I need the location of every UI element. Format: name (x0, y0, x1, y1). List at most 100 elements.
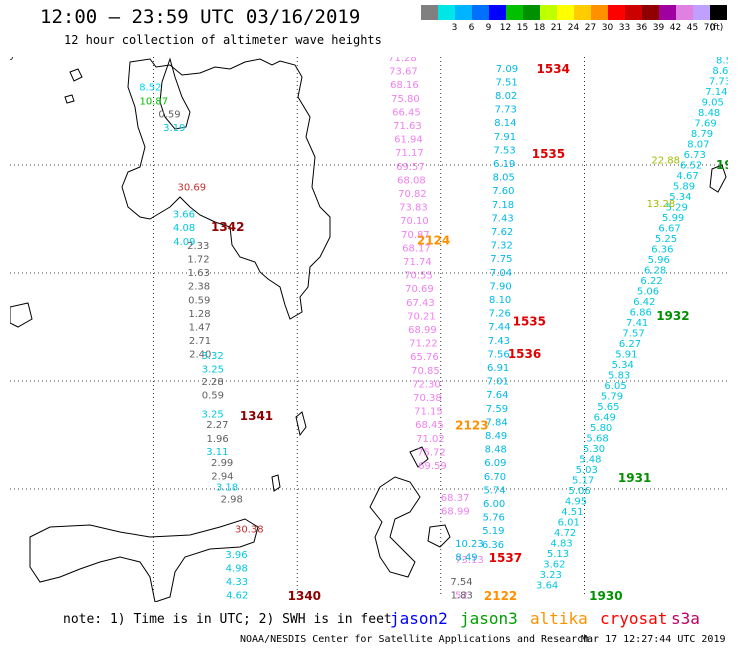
legend-swatch (540, 5, 557, 20)
wave-height-value: 6.27 (619, 339, 641, 350)
wave-height-value: 7.60 (492, 186, 514, 197)
wave-height-map: 0246810120123126129132135 8.52 10.87 0.59 3… (10, 57, 728, 602)
pass-time-label: 1537 (489, 551, 522, 565)
wave-height-value: 2.27 (206, 420, 228, 431)
track-west-main-f: 2.27 1.96 (206, 420, 229, 445)
satellite-label-jason2: jason2 (390, 609, 448, 628)
wave-height-value: 71.22 (409, 339, 438, 350)
wave-height-value: 5.19 (482, 526, 504, 537)
pass-time-label: 1536 (508, 347, 541, 361)
track-pink-track-b: 68.37 68.99 (441, 493, 470, 518)
wave-height-value: 2.28 (201, 377, 223, 388)
wave-height-value: 7.01 (487, 377, 509, 388)
legend-swatch (676, 5, 693, 20)
track-west-main-g: 3.11 (206, 447, 228, 458)
pass-time-label: 19 (716, 158, 728, 172)
wave-height-value: 10.23 (455, 539, 484, 550)
legend-tick-label: 30 (601, 23, 614, 33)
track-pink-track-d: 52 (455, 590, 468, 601)
satellite-label-altika: altika (530, 609, 588, 628)
footer-note: note: 1) Time is in UTC; 2) SWH is in fe… (63, 612, 392, 627)
legend-swatch (693, 5, 710, 20)
track-west-main-i: 3.18 (216, 482, 238, 493)
wave-height-value: 7.69 (694, 119, 716, 130)
wave-height-value: 6.22 (640, 276, 662, 287)
track-west-main-c: 3.32 3.25 (201, 351, 224, 376)
legend-swatch (591, 5, 608, 20)
page-subtitle: 12 hour collection of altimeter wave hei… (64, 33, 382, 47)
footer-credit: NOAA/NESDIS Center for Satellite Applica… (240, 634, 590, 645)
wave-height-value: 3.18 (216, 482, 238, 493)
wave-height-value: 75.72 (417, 447, 446, 458)
wave-height-value: 1.63 (188, 268, 210, 279)
footer-timestamp: Mar 17 12:27:44 UTC 2019 (581, 634, 726, 645)
wave-height-value: 2.98 (221, 495, 243, 506)
coastline-palau (709, 164, 727, 193)
wave-height-value: 8.48 (698, 108, 720, 119)
wave-height-value: 22.88 (651, 156, 680, 167)
pass-time-label: 2123 (455, 418, 488, 432)
legend-swatch (506, 5, 523, 20)
wave-height-value: 7.32 (491, 241, 513, 252)
wave-height-value: 7.90 (489, 281, 511, 292)
wave-height-value: 8.49 (485, 431, 507, 442)
legend-tick-label: 6 (468, 23, 475, 33)
pass-time-label: 1930 (589, 589, 622, 602)
wave-height-value: 8.49 (455, 553, 477, 564)
wave-height-value: 5.25 (655, 234, 677, 245)
wave-height-value: 1.47 (189, 323, 211, 334)
wave-height-value: 2.94 (211, 472, 233, 483)
pass-time-label: 2122 (484, 589, 517, 602)
wave-height-value: 7.73 (495, 105, 517, 116)
wave-height-value: 5.29 (666, 203, 688, 214)
wave-height-value: 8.07 (687, 140, 709, 151)
track-cryosat-b: 30.38 (235, 524, 264, 535)
wave-height-value: 7.57 (622, 329, 644, 340)
wave-height-value: 1.83 (451, 590, 473, 601)
wave-height-value: 71.74 (403, 257, 432, 268)
track-gray-west-1: 0.59 (158, 110, 180, 121)
pass-time-label: 1340 (288, 589, 321, 602)
wave-height-value: 3.19 (163, 123, 185, 134)
wave-height-value: 73.67 (389, 67, 418, 78)
wave-height-value: 70.10 (400, 216, 429, 227)
wave-height-value: 5.83 (608, 371, 630, 382)
satellite-label-cryosat: cryosat (600, 609, 668, 628)
legend-tick-label: (ft) (709, 23, 724, 33)
legend-swatch (489, 5, 506, 20)
legend-tick-label: 27 (584, 23, 597, 33)
track-jason3-west-1: 8.52 10.87 (139, 83, 168, 108)
wave-height-value: 3.66 (173, 210, 195, 221)
wave-height-value: 68.08 (397, 175, 426, 186)
track-east-misc-b: 13.28 (647, 199, 676, 210)
legend-tick-label: 12 (499, 23, 512, 33)
coastline-sulawesi (29, 518, 259, 602)
wave-height-value: 7.44 (488, 322, 510, 333)
legend-tick-label: 3 (451, 23, 458, 33)
coastline-sangihe (271, 474, 281, 492)
wave-height-value: 73.13 (455, 555, 484, 566)
legend-swatch (608, 5, 625, 20)
wave-height-value: 68.99 (408, 325, 437, 336)
track-west-main-e: 3.25 (201, 409, 223, 420)
legend-tick-label: 24 (567, 23, 580, 33)
wave-height-value: 70.87 (401, 230, 430, 241)
track-east-long-track: 8.548.627.737.149.058.487.698.798.076.73… (536, 57, 728, 592)
wave-height-value: 3.62 (543, 560, 565, 571)
legend-swatch (523, 5, 540, 20)
wave-height-value: 7.84 (485, 417, 507, 428)
wave-height-value: 68.17 (402, 243, 431, 254)
wave-height-value: 2.99 (211, 458, 233, 469)
wave-height-value: 69.57 (396, 162, 425, 173)
coastline-island-small-a (69, 68, 83, 82)
wave-height-value: 4.98 (226, 563, 248, 574)
coastline-talaud (295, 411, 307, 437)
wave-height-value: 6.36 (482, 540, 504, 551)
wave-height-value: 5.34 (612, 360, 634, 371)
satellite-label-jason3: jason3 (460, 609, 518, 628)
track-pink-track-c: 73.13 (455, 555, 484, 566)
wave-height-value: 5.06 (637, 287, 659, 298)
wave-height-value: 7.18 (492, 200, 514, 211)
wave-height-value: 4.51 (561, 507, 583, 518)
altimeter-tracks: 8.52 10.87 0.59 3.19 3.66 4.08 4.092.33 1.72 1.6… (139, 57, 728, 602)
